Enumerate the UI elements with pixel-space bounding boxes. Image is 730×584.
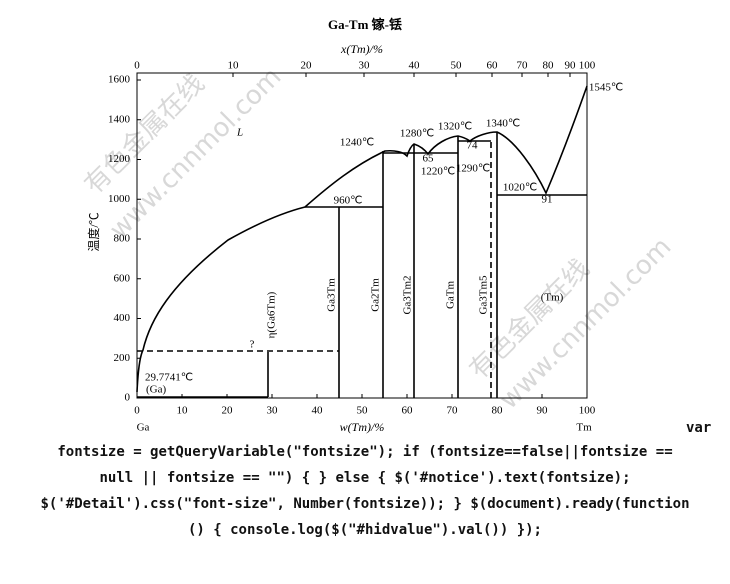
- y-tick-label: 800: [114, 233, 131, 245]
- annotation: 1545℃: [589, 82, 623, 94]
- y-tick-label: 1000: [108, 193, 131, 205]
- axis-end-label: Tm: [576, 422, 592, 434]
- annotation: 1340℃: [486, 118, 520, 130]
- y-tick-label: 400: [114, 312, 131, 324]
- y-tick-label: 1200: [108, 153, 131, 165]
- y-tick-label: 200: [114, 352, 131, 364]
- y-tick-label: 600: [114, 272, 131, 284]
- annotation: 1220℃: [421, 166, 455, 178]
- x-tick-label: 0: [134, 405, 140, 417]
- top-axis-label: x(Tm)/%: [340, 42, 383, 56]
- x-tick-label: 70: [517, 60, 529, 72]
- annotation: 1320℃: [438, 121, 472, 133]
- x-tick-label: 80: [492, 405, 504, 417]
- annotation: 1280℃: [400, 128, 434, 140]
- x-tick-label: 30: [359, 60, 371, 72]
- axis-end-label: Ga: [137, 422, 150, 434]
- x-tick-label: 100: [579, 405, 596, 417]
- x-tick-label: 60: [487, 60, 499, 72]
- code-text: $('#Detail').css("font-size", Number(fon…: [40, 496, 689, 512]
- x-tick-label: 10: [177, 405, 189, 417]
- annotation: (Tm): [541, 292, 564, 304]
- phase-label: Ga2Tm: [370, 278, 382, 312]
- annotation: 1290℃: [456, 163, 490, 175]
- code-text: fontsize = getQueryVariable("fontsize");…: [57, 444, 672, 460]
- annotation: 65: [423, 153, 435, 165]
- watermark: 有色金属在线: [79, 69, 211, 201]
- x-tick-label: 50: [451, 60, 463, 72]
- phase-label: GaTm: [445, 281, 457, 310]
- liquidus: [136, 85, 588, 393]
- annotation: L: [236, 127, 243, 139]
- y-tick-label: 1600: [108, 74, 131, 86]
- x-tick-label: 90: [565, 60, 577, 72]
- y-axis-label: 温度/℃: [86, 212, 101, 251]
- phase-label: Ga3Tm5: [478, 275, 490, 315]
- phase-lines: [136, 85, 588, 398]
- phase-label: Ga3Tm: [326, 278, 338, 312]
- x-tick-label: 100: [579, 60, 596, 72]
- annotation: 91: [542, 194, 553, 206]
- x-tick-label: 40: [409, 60, 421, 72]
- y-tick-label: 0: [125, 392, 131, 404]
- x-tick-label: 30: [267, 405, 279, 417]
- annotation: 74: [467, 140, 479, 152]
- phase-label: Ga3Tm2: [402, 275, 414, 314]
- code-text: null || fontsize == "") { } else { $('#n…: [99, 470, 630, 486]
- code-text: () { console.log($("#hidvalue").val()) }…: [188, 522, 542, 538]
- annotation: 1020℃: [503, 182, 537, 194]
- x-tick-label: 60: [402, 405, 414, 417]
- x-tick-label: 70: [447, 405, 459, 417]
- x-tick-label: 80: [543, 60, 555, 72]
- annotation: 960℃: [334, 195, 363, 207]
- annotation: 1240℃: [340, 137, 374, 149]
- x-tick-label: 0: [134, 60, 140, 72]
- x-tick-label: 20: [222, 405, 234, 417]
- annotation: ?: [250, 339, 255, 351]
- phase-label: η(Ga6Tm): [266, 291, 278, 338]
- annotation: (Ga): [146, 384, 166, 396]
- x-tick-label: 20: [301, 60, 313, 72]
- code-text: var: [686, 420, 711, 436]
- x-tick-label: 90: [537, 405, 549, 417]
- x-tick-label: 10: [228, 60, 240, 72]
- annotation: 29.7741℃: [145, 372, 193, 384]
- x-tick-label: 50: [357, 405, 369, 417]
- y-tick-label: 1400: [108, 113, 131, 125]
- diagram-title: Ga-Tm 镓-铥: [328, 17, 402, 32]
- bottom-axis-label: w(Tm)/%: [340, 420, 385, 434]
- x-tick-label: 40: [312, 405, 324, 417]
